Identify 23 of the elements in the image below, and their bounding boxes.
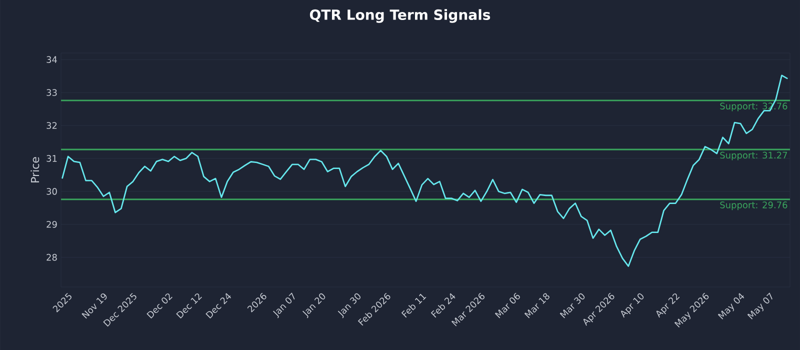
x-tick-label: Jan 20 [302, 293, 326, 318]
line-series [61, 74, 788, 267]
ref-line-label: Support: 31.27 [720, 152, 788, 160]
y-axis-title: Price [30, 157, 40, 182]
x-tick-label: Nov 19 [82, 293, 107, 319]
y-tick-label: 33 [46, 89, 57, 96]
y-tick-label: 29 [46, 220, 57, 228]
x-tick-label: Dec 02 [146, 293, 172, 319]
chart-title: QTR Long Term Signals [310, 9, 490, 23]
y-tick-label: 32 [46, 122, 57, 129]
ref-line-label: Support: 29.76 [720, 202, 788, 210]
y-tick-label: 28 [46, 254, 57, 261]
x-tick-label: Jan 30 [338, 293, 360, 318]
x-tick-label: Apr 10 [620, 293, 644, 318]
y-tick-label: 31 [46, 155, 57, 162]
x-tick-label: Feb 11 [401, 294, 426, 318]
y-tick-label: 30 [46, 188, 57, 195]
x-tick-label: Feb 24 [430, 293, 456, 318]
x-tick-label: Dec 24 [206, 293, 232, 319]
y-tick-label: 34 [46, 56, 57, 63]
x-tick-label: Apr 22 [656, 293, 680, 318]
x-tick-label: Jan 07 [272, 292, 295, 318]
x-tick-label: Dec 12 [176, 293, 202, 319]
